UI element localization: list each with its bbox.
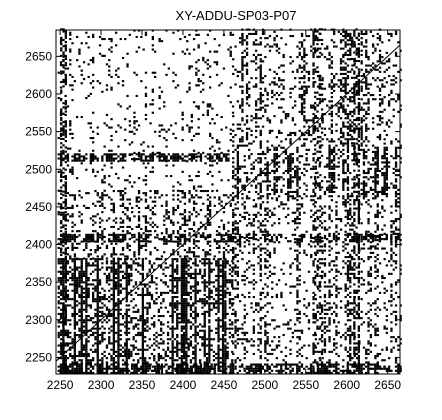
y-tick-label: 2450 — [25, 200, 52, 214]
x-tick-label: 2550 — [292, 378, 319, 392]
x-tick-label: 2650 — [374, 378, 401, 392]
y-tick-label: 2600 — [25, 87, 52, 101]
x-tick-label: 2350 — [129, 378, 156, 392]
chart-title: XY-ADDU-SP03-P07 — [176, 8, 297, 23]
recurrence-band-5 — [350, 28, 360, 374]
x-tick-label: 2300 — [88, 378, 115, 392]
y-tick-label: 2400 — [25, 238, 52, 252]
plot-marks — [55, 28, 402, 374]
y-tick-label: 2250 — [25, 350, 52, 364]
recurrence-band-3 — [60, 28, 67, 374]
recurrence-band-1 — [57, 233, 402, 243]
y-tick-label: 2650 — [25, 49, 52, 63]
plot-frame — [55, 29, 401, 375]
y-axis: 2250 2300 2350 2400 2450 2500 2550 2600 2650 — [25, 49, 400, 364]
x-axis: 2250 2300 2350 2400 2450 2500 2550 2600 2650 — [47, 30, 401, 392]
recurrence-region-6 — [232, 28, 402, 147]
x-tick-label: 2400 — [170, 378, 197, 392]
recurrence-region-5 — [232, 146, 402, 200]
y-tick-label: 2550 — [25, 125, 52, 139]
x-tick-label: 2450 — [211, 378, 238, 392]
recurrence-band-0 — [57, 153, 230, 162]
recurrence-region-4 — [232, 199, 402, 374]
y-tick-label: 2300 — [25, 313, 52, 327]
y-tick-label: 2500 — [25, 162, 52, 176]
identity-diagonal — [55, 44, 401, 362]
y-tick-label: 2350 — [25, 275, 52, 289]
recurrence-band-2 — [57, 363, 402, 374]
x-tick-label: 2500 — [252, 378, 279, 392]
recurrence-band-4 — [314, 28, 324, 368]
x-tick-label: 2250 — [47, 378, 74, 392]
x-tick-label: 2600 — [333, 378, 360, 392]
